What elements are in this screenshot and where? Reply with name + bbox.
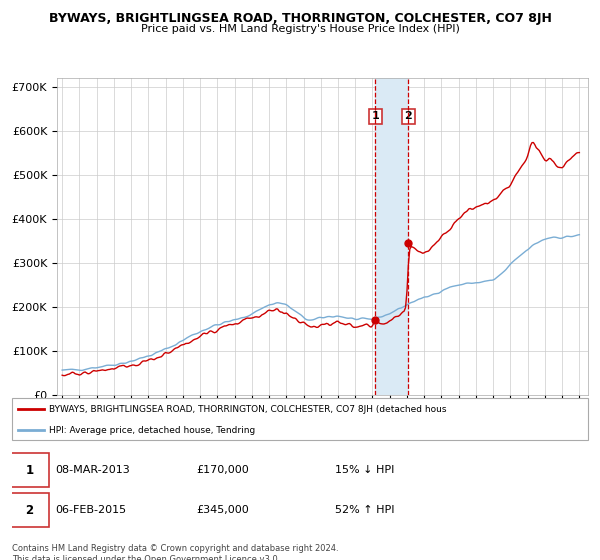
Text: BYWAYS, BRIGHTLINGSEA ROAD, THORRINGTON, COLCHESTER, CO7 8JH: BYWAYS, BRIGHTLINGSEA ROAD, THORRINGTON,… [49,12,551,25]
Text: 06-FEB-2015: 06-FEB-2015 [55,505,127,515]
Text: 2: 2 [25,503,34,516]
Text: 15% ↓ HPI: 15% ↓ HPI [335,465,394,475]
FancyBboxPatch shape [9,493,49,527]
FancyBboxPatch shape [12,398,588,440]
Text: BYWAYS, BRIGHTLINGSEA ROAD, THORRINGTON, COLCHESTER, CO7 8JH (detached hous: BYWAYS, BRIGHTLINGSEA ROAD, THORRINGTON,… [49,405,447,414]
Bar [376,78,409,395]
Text: 1: 1 [371,111,379,122]
Text: Price paid vs. HM Land Registry's House Price Index (HPI): Price paid vs. HM Land Registry's House … [140,24,460,34]
Text: HPI: Average price, detached house, Tendring: HPI: Average price, detached house, Tend… [49,426,256,435]
Text: 1: 1 [25,464,34,477]
Text: £345,000: £345,000 [196,505,249,515]
FancyBboxPatch shape [9,453,49,487]
Text: 2: 2 [404,111,412,122]
Text: 52% ↑ HPI: 52% ↑ HPI [335,505,394,515]
Text: 08-MAR-2013: 08-MAR-2013 [55,465,130,475]
Text: Contains HM Land Registry data © Crown copyright and database right 2024.
This d: Contains HM Land Registry data © Crown c… [12,544,338,560]
Text: £170,000: £170,000 [196,465,249,475]
